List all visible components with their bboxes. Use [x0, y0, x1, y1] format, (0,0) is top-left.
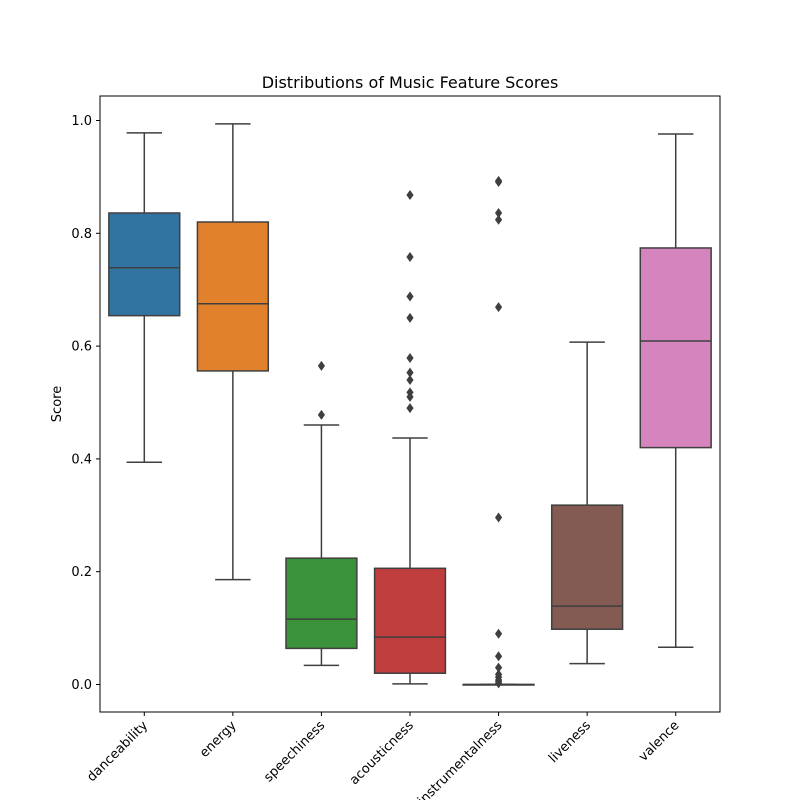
outlier-point: [494, 651, 503, 662]
x-tick-label: energy: [197, 718, 240, 761]
iqr-box: [550, 504, 624, 630]
y-tick-label: 1.0: [71, 114, 92, 129]
iqr-box: [196, 221, 270, 372]
x-tick-label: liveness: [546, 718, 594, 766]
x-tick-label: valence: [636, 718, 682, 764]
outlier-point: [494, 669, 503, 680]
y-tick-label: 0.4: [71, 452, 92, 467]
outlier-point: [406, 352, 414, 363]
outlier-point: [406, 291, 414, 302]
outlier-point: [494, 175, 503, 186]
box-energy: [196, 123, 270, 581]
outlier-point: [494, 214, 503, 225]
y-tick-label: 0.2: [71, 565, 92, 580]
plot-area: [108, 123, 712, 689]
iqr-box: [373, 567, 447, 674]
outlier-point: [494, 512, 503, 523]
outlier-point: [494, 207, 503, 218]
outlier-point: [406, 374, 414, 385]
outlier-point: [494, 302, 503, 313]
box-acousticness: [373, 189, 447, 685]
box-liveness: [550, 341, 624, 665]
y-tick-label: 0.6: [71, 340, 92, 355]
outlier-point: [406, 251, 414, 262]
iqr-box: [639, 247, 712, 449]
x-tick-label: speechiness: [261, 718, 328, 785]
box-instrumentalness: [462, 175, 535, 689]
x-tick-label: instrumentalness: [415, 718, 505, 800]
outlier-point: [317, 409, 326, 420]
x-tick-label: acousticness: [347, 718, 417, 788]
outlier-point: [406, 312, 414, 323]
box-danceability: [108, 132, 181, 464]
x-tick-label: danceability: [84, 718, 151, 785]
outlier-point: [406, 189, 414, 200]
y-tick-label: 0.0: [71, 678, 92, 693]
chart-title: Distributions of Music Feature Scores: [262, 73, 559, 92]
iqr-box: [108, 212, 181, 317]
outlier-point: [494, 662, 503, 673]
box-speechiness: [285, 360, 358, 667]
outlier-point: [494, 628, 503, 639]
outlier-point: [406, 387, 414, 398]
outlier-point: [406, 403, 414, 414]
iqr-box: [285, 557, 358, 650]
outlier-point: [317, 360, 326, 371]
y-tick-label: 0.8: [71, 227, 92, 242]
box-valence: [639, 133, 712, 649]
y-axis-label: Score: [50, 386, 65, 422]
outlier-point: [406, 367, 414, 378]
